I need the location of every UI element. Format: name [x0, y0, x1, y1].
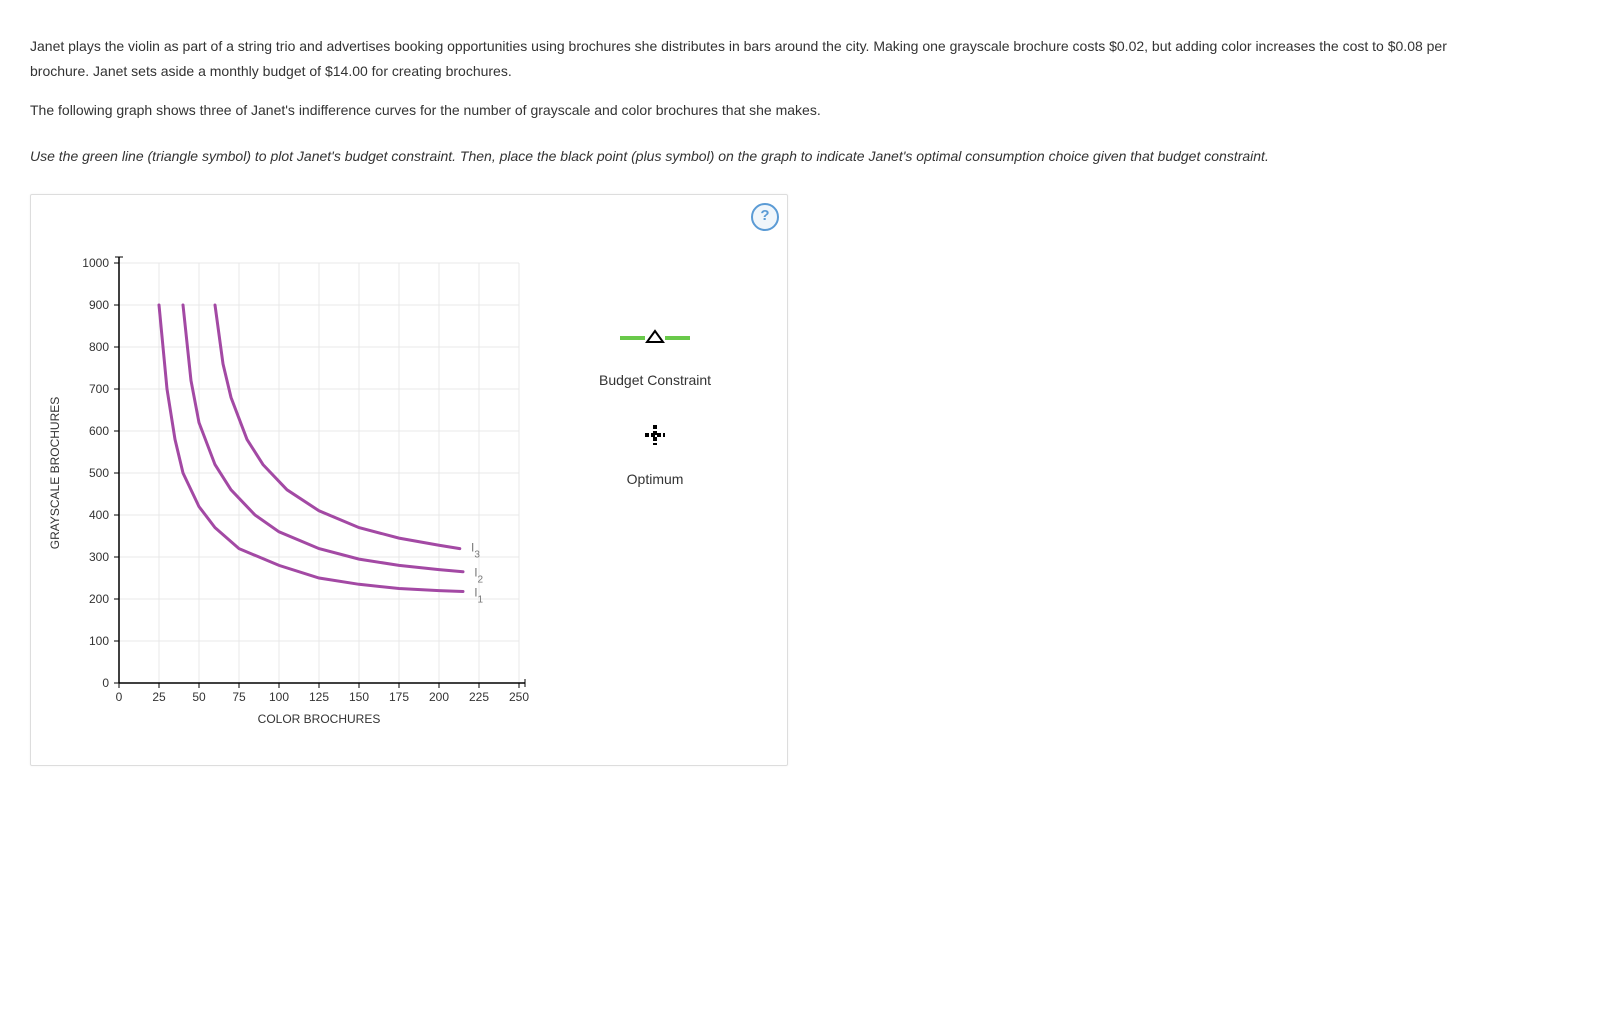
help-button[interactable]: ?: [751, 203, 779, 231]
svg-text:0: 0: [116, 690, 123, 704]
svg-text:225: 225: [469, 690, 489, 704]
svg-text:100: 100: [89, 634, 109, 648]
svg-text:125: 125: [309, 690, 329, 704]
problem-statement: Janet plays the violin as part of a stri…: [30, 34, 1480, 124]
svg-text:400: 400: [89, 508, 109, 522]
triangle-line-icon: [615, 328, 695, 348]
svg-text:GRAYSCALE BROCHURES: GRAYSCALE BROCHURES: [48, 397, 62, 549]
svg-text:1000: 1000: [82, 256, 109, 270]
svg-text:500: 500: [89, 466, 109, 480]
svg-text:800: 800: [89, 340, 109, 354]
svg-text:600: 600: [89, 424, 109, 438]
svg-text:250: 250: [509, 690, 529, 704]
problem-paragraph-2: The following graph shows three of Janet…: [30, 98, 1480, 123]
legend-budget-constraint[interactable]: Budget Constraint: [599, 328, 711, 393]
svg-text:700: 700: [89, 382, 109, 396]
svg-text:100: 100: [269, 690, 289, 704]
plus-point-icon: [615, 423, 695, 447]
legend-optimum[interactable]: Optimum: [599, 423, 711, 492]
indifference-curve-chart[interactable]: I1I2I30255075100125150175200225250010020…: [39, 243, 539, 763]
legend-budget-label: Budget Constraint: [599, 368, 711, 393]
instructions: Use the green line (triangle symbol) to …: [30, 144, 1480, 169]
svg-text:COLOR BROCHURES: COLOR BROCHURES: [258, 712, 381, 726]
svg-text:50: 50: [192, 690, 206, 704]
svg-text:0: 0: [102, 676, 109, 690]
chart-panel: ? I1I2I302550751001251501752002252500100…: [30, 194, 788, 766]
svg-text:175: 175: [389, 690, 409, 704]
svg-text:150: 150: [349, 690, 369, 704]
legend-optimum-label: Optimum: [599, 467, 711, 492]
chart-legend: Budget Constraint Optimum: [599, 328, 711, 523]
svg-text:25: 25: [152, 690, 166, 704]
svg-text:200: 200: [89, 592, 109, 606]
svg-text:200: 200: [429, 690, 449, 704]
svg-text:900: 900: [89, 298, 109, 312]
svg-text:75: 75: [232, 690, 246, 704]
problem-paragraph-1: Janet plays the violin as part of a stri…: [30, 34, 1480, 84]
svg-text:300: 300: [89, 550, 109, 564]
